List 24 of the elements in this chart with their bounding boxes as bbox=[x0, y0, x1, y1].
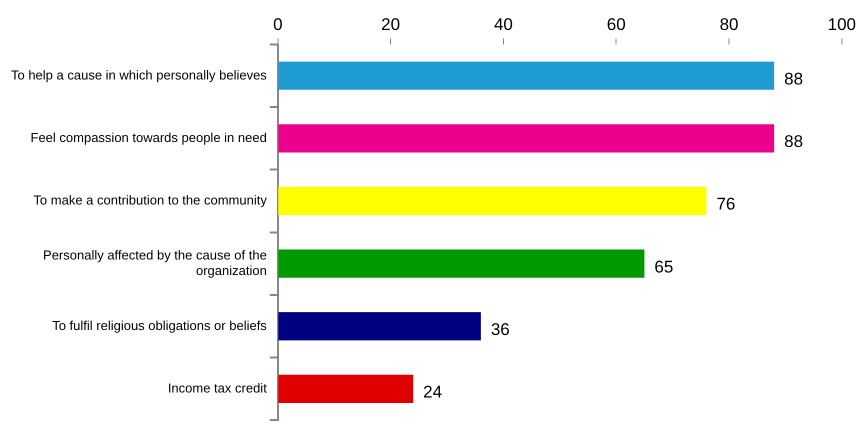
y-tick-label: Feel compassion towards people in need bbox=[30, 130, 267, 145]
data-label: 65 bbox=[654, 257, 674, 276]
bar bbox=[278, 312, 481, 340]
y-tick-label: To help a cause in which personally believes bbox=[10, 67, 268, 82]
bar bbox=[278, 62, 774, 90]
data-label: 88 bbox=[784, 69, 804, 88]
data-label: 24 bbox=[423, 382, 442, 402]
data-label: 76 bbox=[716, 194, 736, 214]
bar bbox=[278, 374, 414, 403]
x-tick-label: 100 bbox=[828, 14, 856, 34]
data-label: 88 bbox=[784, 132, 804, 152]
data-label: 36 bbox=[490, 320, 510, 339]
x-tick-label: 40 bbox=[494, 14, 513, 34]
bar bbox=[278, 124, 774, 152]
x-tick-label: 0 bbox=[273, 14, 283, 34]
y-tick-label: Income tax credit bbox=[168, 380, 268, 396]
x-tick-label: 20 bbox=[381, 14, 400, 34]
y-tick-label: To fulfil religious obligations or beliefs bbox=[52, 318, 268, 333]
bar bbox=[278, 186, 706, 216]
x-tick-label: 60 bbox=[606, 14, 626, 34]
y-tick-label: Personally affected by the cause of the organization bbox=[43, 247, 267, 278]
y-tick-label: To make a contribution to the community bbox=[33, 192, 268, 208]
bar bbox=[278, 250, 644, 278]
x-tick-label: 80 bbox=[720, 14, 738, 34]
